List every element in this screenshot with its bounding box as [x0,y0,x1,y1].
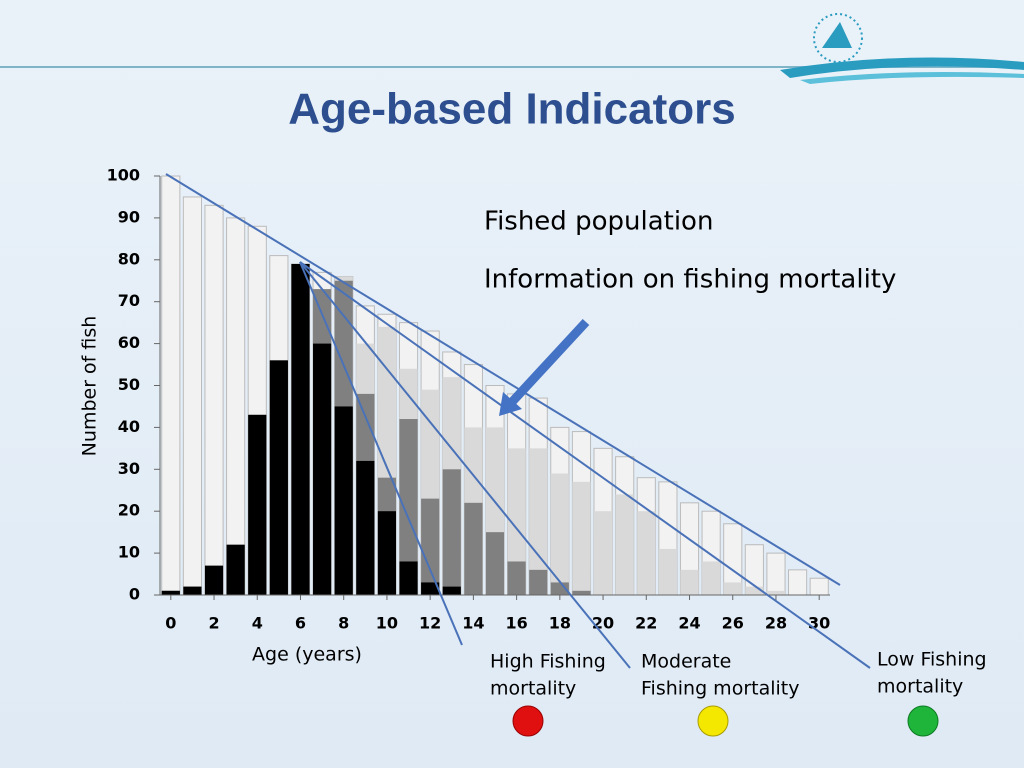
x-tick-label: 14 [462,614,484,633]
x-tick-label: 22 [635,614,657,633]
arrow [499,318,590,416]
bar [442,586,461,595]
bar [702,561,721,595]
status-light [512,705,544,737]
bar [204,204,224,596]
bar [399,419,418,595]
x-tick-label: 0 [165,614,176,633]
x-tick-label: 6 [295,614,306,633]
x-tick-label: 10 [376,614,398,633]
bar [572,590,591,595]
trend-line [165,173,841,586]
bar [421,582,440,595]
y-tick-label: 40 [118,417,140,436]
bar [204,565,224,595]
bar [809,577,829,596]
x-tick-label: 26 [722,614,744,633]
arrow-head [499,392,522,416]
curve-label: mortality [490,678,576,700]
bar [334,406,353,595]
bar [269,360,288,595]
bar [766,590,786,595]
y-tick-label: 80 [118,249,140,268]
y-tick-label: 10 [118,543,140,562]
trend-line [299,261,871,669]
annotation: Information on fishing mortality [484,265,896,295]
bar [485,532,505,595]
x-tick-label: 4 [252,614,263,633]
y-tick-label: 100 [107,166,140,185]
bar [550,473,569,595]
bar [356,460,375,595]
status-light [907,705,939,737]
bar [745,586,764,595]
bar [788,569,808,596]
bar [377,511,397,595]
curve-label: mortality [877,676,963,698]
bar [507,448,526,595]
bar [421,498,440,595]
header-wave [780,57,1024,78]
y-tick-label: 60 [118,333,140,352]
bar [399,561,418,595]
bar [313,343,332,595]
curve-label: Low Fishing [877,649,987,671]
y-tick-label: 50 [118,375,140,394]
x-tick-label: 12 [419,614,441,633]
curve-label: Moderate [641,651,731,673]
y-tick-label: 30 [118,459,140,478]
x-tick-label: 2 [208,614,219,633]
x-tick-label: 20 [592,614,614,633]
bar [248,414,267,595]
y-tick-label: 70 [118,291,140,310]
x-tick-label: 28 [765,614,787,633]
bar [507,561,526,595]
title: Age-based Indicators [288,85,735,134]
x-tick-label: 8 [338,614,349,633]
curve-label: High Fishing [490,651,606,673]
bar [658,548,677,595]
x-axis-label: Age (years) [252,644,362,666]
bar [442,469,461,595]
curve-label: Fishing mortality [641,678,799,700]
logo [822,22,852,48]
header-wave [800,72,1024,84]
bar [637,511,656,595]
bar [723,582,742,595]
bar [226,217,246,596]
trend-line [299,261,463,646]
bar [529,448,548,595]
annotation: Fished population [484,207,713,237]
bar [464,502,483,595]
bar [161,590,180,595]
x-tick-label: 18 [549,614,571,633]
status-light [697,705,729,737]
y-tick-label: 90 [118,207,140,226]
bar [615,494,634,595]
y-axis-label: Number of fish [79,316,101,457]
bar [226,544,245,595]
arrow-shaft [508,318,590,406]
y-tick-label: 0 [129,585,140,604]
logo [813,13,863,63]
bar [680,569,699,595]
bar [183,586,202,595]
bar [550,582,569,595]
y-tick-label: 20 [118,501,140,520]
bar [593,511,613,595]
x-tick-label: 16 [505,614,527,633]
bar [161,175,181,596]
bar [572,481,591,595]
x-tick-label: 30 [808,614,830,633]
bar [291,263,310,595]
trend-line [299,261,631,669]
bar [766,552,786,596]
trend-lines [165,173,871,669]
x-tick-label: 24 [678,614,700,633]
bar [529,569,548,595]
bar [182,196,202,596]
